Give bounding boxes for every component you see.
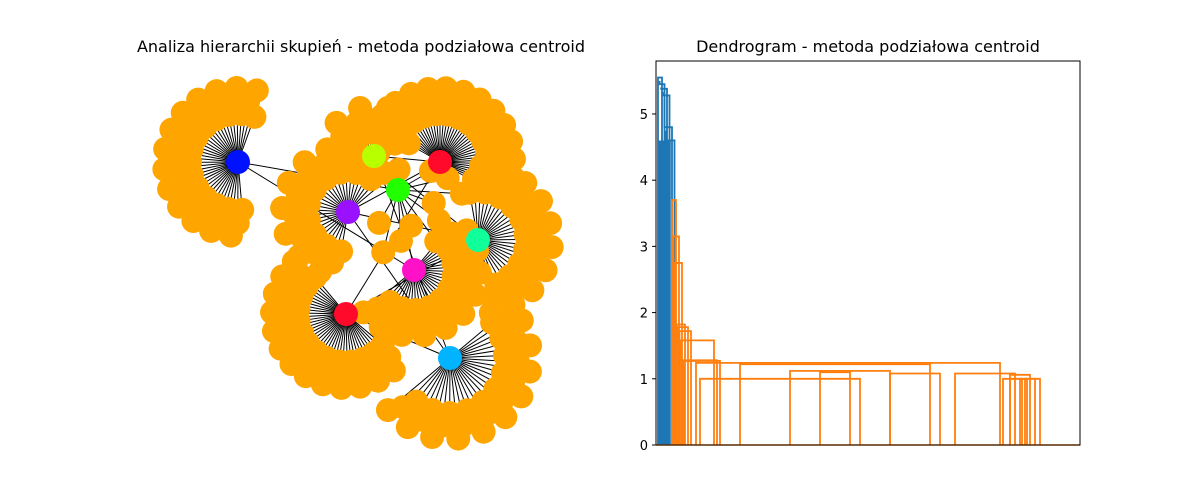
y-tick-label: 4 xyxy=(640,174,648,189)
dendrogram-link xyxy=(889,372,941,445)
network-leaf-node xyxy=(273,221,298,246)
hub-teal-node xyxy=(466,228,490,252)
network-leaf-node xyxy=(533,258,558,283)
dendrogram-chart: Dendrogram - metoda podziałowa centroid … xyxy=(640,37,1081,454)
dendrogram-link xyxy=(674,262,683,445)
dendrogram-link xyxy=(954,372,1016,445)
dendrogram-link xyxy=(699,377,861,445)
network-leaf-node xyxy=(371,240,396,265)
hub-purple-node xyxy=(336,200,360,224)
network-chart: Analiza hierarchii skupień - metoda podz… xyxy=(137,37,585,451)
hub-green-node xyxy=(386,178,410,202)
dendrogram-link xyxy=(671,199,677,445)
network-leaf-node xyxy=(292,150,317,175)
network-leaf-node xyxy=(446,426,471,451)
y-tick-label: 3 xyxy=(640,240,648,255)
hub-magenta-node xyxy=(402,258,426,282)
network-leaves xyxy=(152,76,564,451)
hub-blue-node xyxy=(226,150,250,174)
hub-cyan-node xyxy=(438,346,462,370)
network-leaf-node xyxy=(451,301,476,326)
network-leaf-node xyxy=(303,265,328,290)
dendrogram-link xyxy=(1009,377,1028,445)
dendrogram-link xyxy=(789,369,891,445)
network-leaf-node xyxy=(395,415,420,440)
network-hubs xyxy=(226,144,490,370)
network-leaf-node xyxy=(367,210,391,235)
network-leaf-node xyxy=(517,359,542,384)
dendrogram-title: Dendrogram - metoda podziałowa centroid xyxy=(696,37,1040,56)
dendrogram-link xyxy=(739,363,931,445)
hub-red-top-node xyxy=(428,150,452,174)
network-leaf-node xyxy=(386,157,411,182)
network-leaf-node xyxy=(492,158,517,183)
y-tick-label: 5 xyxy=(640,108,648,123)
hub-lime-node xyxy=(362,144,386,168)
network-leaf-node xyxy=(420,425,445,450)
dendrogram-link xyxy=(675,323,686,445)
network-leaf-node xyxy=(520,278,545,303)
dendrogram-y-axis: 0 1 2 3 4 5 xyxy=(640,108,656,454)
network-leaf-node xyxy=(509,384,534,409)
dendrogram-link xyxy=(819,371,851,445)
network-leaf-node xyxy=(388,228,413,253)
network-leaf-node xyxy=(518,333,543,358)
dendrogram-axes-frame xyxy=(655,60,1081,446)
dendrogram-links xyxy=(656,76,1080,446)
network-leaf-node xyxy=(351,300,376,325)
dendrogram-link xyxy=(1024,377,1041,445)
network-leaf-node xyxy=(493,405,518,430)
network-leaf-node xyxy=(348,95,373,120)
network-leaf-node xyxy=(509,308,534,333)
network-leaf-node xyxy=(276,170,301,195)
y-tick-label: 1 xyxy=(640,373,648,388)
network-leaf-node xyxy=(375,398,400,423)
dendrogram-link xyxy=(683,360,721,445)
network-leaf-node xyxy=(368,314,393,339)
network-leaf-node xyxy=(281,249,306,274)
network-leaf-node xyxy=(324,110,349,135)
hub-red-bottom-node xyxy=(334,302,358,326)
network-leaf-node xyxy=(528,189,553,214)
network-leaf-node xyxy=(242,104,267,129)
network-leaf-node xyxy=(315,137,340,162)
network-leaf-node xyxy=(513,171,538,196)
dendrogram-link xyxy=(680,339,715,445)
dendrogram-link xyxy=(678,330,692,445)
network-leaf-node xyxy=(244,78,269,103)
y-tick-label: 0 xyxy=(640,439,648,454)
dendrogram-link xyxy=(695,362,1001,445)
y-tick-label: 2 xyxy=(640,307,648,322)
network-leaf-node xyxy=(471,419,496,444)
network-title: Analiza hierarchii skupień - metoda podz… xyxy=(137,37,585,56)
dendrogram-link xyxy=(677,326,689,445)
